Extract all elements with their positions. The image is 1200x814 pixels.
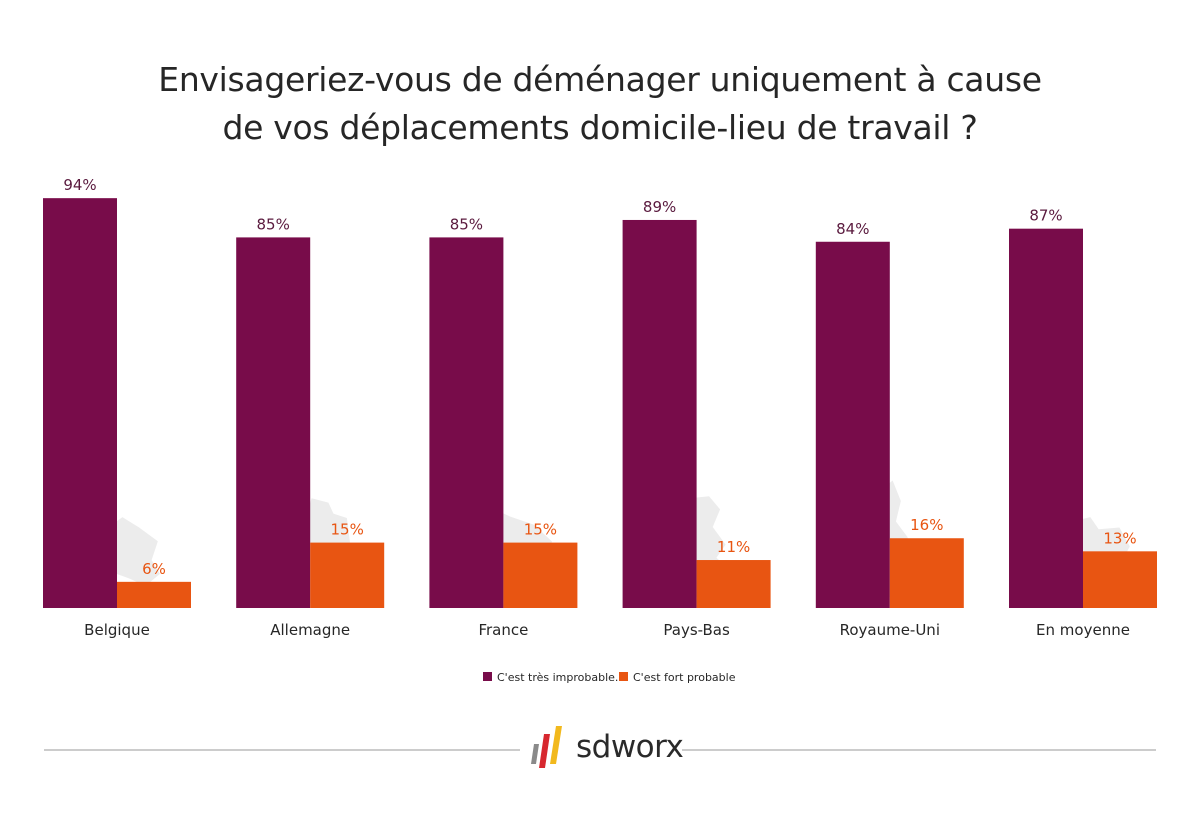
value-label-probable-1: 6% — [142, 560, 166, 578]
chart-title-line-1: Envisageriez-vous de déménager uniquemen… — [158, 60, 1042, 99]
bars — [43, 198, 1157, 608]
category-label-3: France — [478, 621, 528, 639]
value-label-improbable-6: 87% — [1029, 207, 1062, 225]
bar-probable-1 — [117, 581, 191, 608]
chart-title-line-2: de vos déplacements domicile-lieu de tra… — [222, 108, 978, 147]
logo-wordmark: sdworx — [576, 729, 684, 765]
category-label-6: En moyenne — [1036, 621, 1130, 639]
category-label-5: Royaume-Uni — [840, 621, 940, 639]
bar-improbable-3 — [429, 237, 504, 608]
bar-probable-6 — [1083, 551, 1157, 608]
legend-label-probable: C'est fort probable — [633, 671, 736, 684]
bar-probable-3 — [503, 542, 578, 608]
value-label-probable-6: 13% — [1103, 529, 1136, 547]
bar-improbable-6 — [1009, 228, 1083, 608]
category-label-1: Belgique — [84, 621, 150, 639]
category-labels: Belgique Allemagne France Pays-Bas Royaume-U… — [84, 621, 1130, 639]
value-label-improbable-1: 94% — [63, 176, 96, 194]
legend-swatch-probable — [619, 672, 628, 681]
map-silhouettes — [66, 480, 1130, 604]
sdworx-logo: sdworx — [530, 722, 684, 772]
category-label-2: Allemagne — [270, 621, 350, 639]
bar-probable-4 — [696, 560, 771, 608]
value-label-probable-2: 15% — [331, 521, 364, 539]
value-label-probable-3: 15% — [524, 521, 557, 539]
value-label-improbable-2: 85% — [257, 215, 290, 233]
chart-title: Envisageriez-vous de déménager uniquemen… — [0, 56, 1200, 152]
value-label-probable-4: 11% — [717, 538, 750, 556]
bar-probable-5 — [889, 538, 964, 608]
logo-slashes-icon — [531, 726, 562, 768]
legend-label-improbable: C'est très improbable. — [497, 671, 618, 684]
bar-improbable-5 — [815, 241, 890, 608]
legend-swatch-improbable — [483, 672, 492, 681]
value-labels: 94% 6% 85% 15% 85% 15% 89% 11% 84% 16% 87% 13% — [63, 176, 1136, 578]
bar-improbable-2 — [236, 237, 311, 608]
value-label-improbable-4: 89% — [643, 198, 676, 216]
bar-improbable-1 — [43, 198, 117, 608]
legend: C'est très improbable. C'est fort probab… — [483, 671, 736, 684]
value-label-improbable-3: 85% — [450, 215, 483, 233]
bar-probable-2 — [310, 542, 385, 608]
value-label-probable-5: 16% — [910, 516, 943, 534]
value-label-improbable-5: 84% — [836, 220, 869, 238]
bar-improbable-4 — [622, 219, 697, 608]
category-label-4: Pays-Bas — [663, 621, 730, 639]
